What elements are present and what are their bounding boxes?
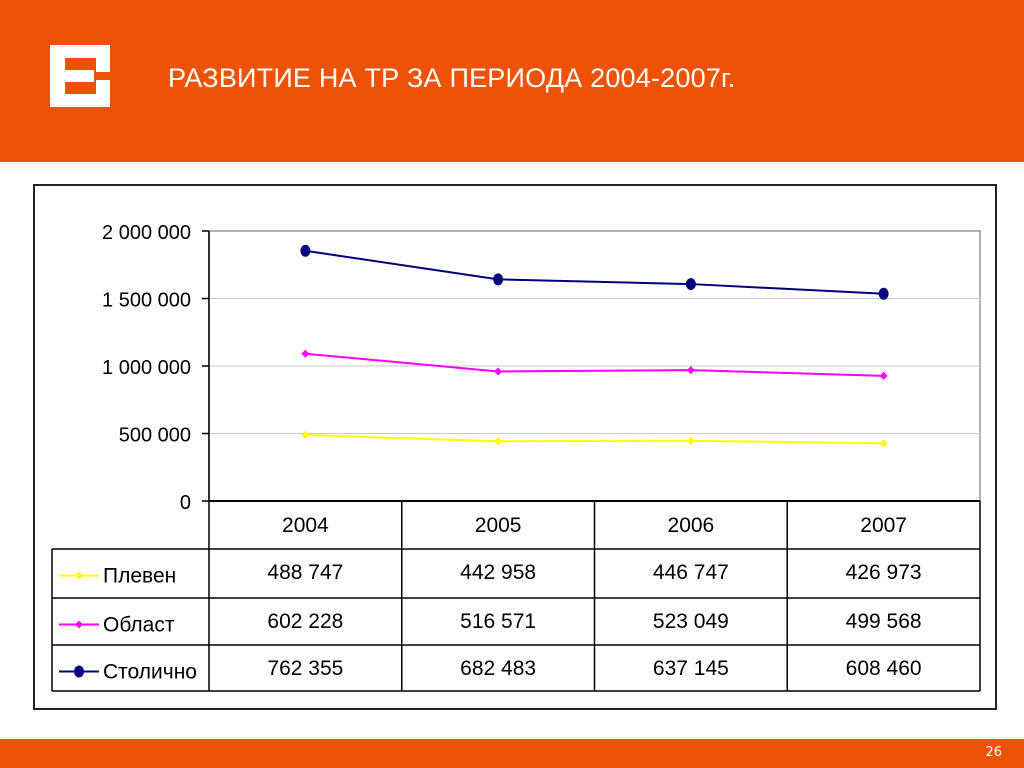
data-table-cell: 488 747 [267, 561, 343, 584]
chart-frame: 0 500 000 1 000 000 1 500 000 2 000 000 2004 2… [33, 184, 997, 710]
legend-key-marker [75, 620, 83, 629]
header-bar: РАЗВИТИЕ НА ТР ЗА ПЕРИОДА 2004-2007г. [0, 0, 1024, 162]
legend-series-name: Столично [103, 661, 197, 684]
x-category-label: 2007 [860, 514, 907, 537]
x-category-label: 2004 [282, 514, 329, 537]
series-3-group [300, 244, 889, 300]
data-point [685, 278, 696, 291]
data-point [878, 287, 889, 300]
data-point [494, 437, 503, 446]
data-table-cell: 602 228 [267, 610, 343, 633]
legend-key-marker [75, 571, 83, 580]
data-table-cell: 516 571 [460, 610, 536, 633]
data-point [301, 349, 310, 358]
y-tick-label: 1 000 000 [102, 357, 191, 379]
data-point [494, 367, 503, 376]
legend-key-marker [74, 665, 84, 678]
data-point [686, 366, 695, 375]
data-table-cell: 446 747 [653, 561, 729, 584]
series-1-group [301, 431, 888, 448]
data-point [879, 439, 888, 448]
x-category-label: 2005 [475, 514, 522, 537]
data-table-cell: 499 568 [846, 610, 922, 633]
data-point [493, 273, 504, 286]
data-table-cell: 608 460 [846, 657, 922, 680]
series-2-group [301, 349, 888, 380]
data-table: 2004 2005 2006 2007 Плевен 488 747 442 958 446 … [51, 500, 981, 692]
y-tick-label: 500 000 [119, 425, 191, 447]
data-point [686, 436, 695, 445]
footer-bar: 26 [0, 739, 1024, 768]
data-table-cell: 523 049 [653, 610, 729, 633]
legend-series-name: Област [103, 614, 175, 637]
cez-e-logo-icon [50, 45, 110, 107]
y-tick-label: 2 000 000 [102, 222, 191, 244]
series-line [305, 352, 884, 377]
data-point [879, 371, 888, 380]
x-category-label: 2006 [668, 514, 715, 537]
y-tick-label: 0 [180, 492, 191, 514]
data-table-cell: 426 973 [846, 561, 922, 584]
y-tick-label: 1 500 000 [102, 290, 191, 312]
data-table-cell: 682 483 [460, 657, 536, 680]
data-table-cell: 762 355 [267, 657, 343, 680]
page-number: 26 [985, 745, 1002, 760]
legend-series-name: Плевен [103, 565, 176, 588]
series-line [305, 434, 884, 445]
data-point [300, 244, 311, 257]
data-table-cell: 637 145 [653, 657, 729, 680]
data-table-cell: 442 958 [460, 561, 536, 584]
data-point [301, 431, 310, 440]
series-line [305, 249, 884, 295]
page-title: РАЗВИТИЕ НА ТР ЗА ПЕРИОДА 2004-2007г. [168, 63, 736, 93]
